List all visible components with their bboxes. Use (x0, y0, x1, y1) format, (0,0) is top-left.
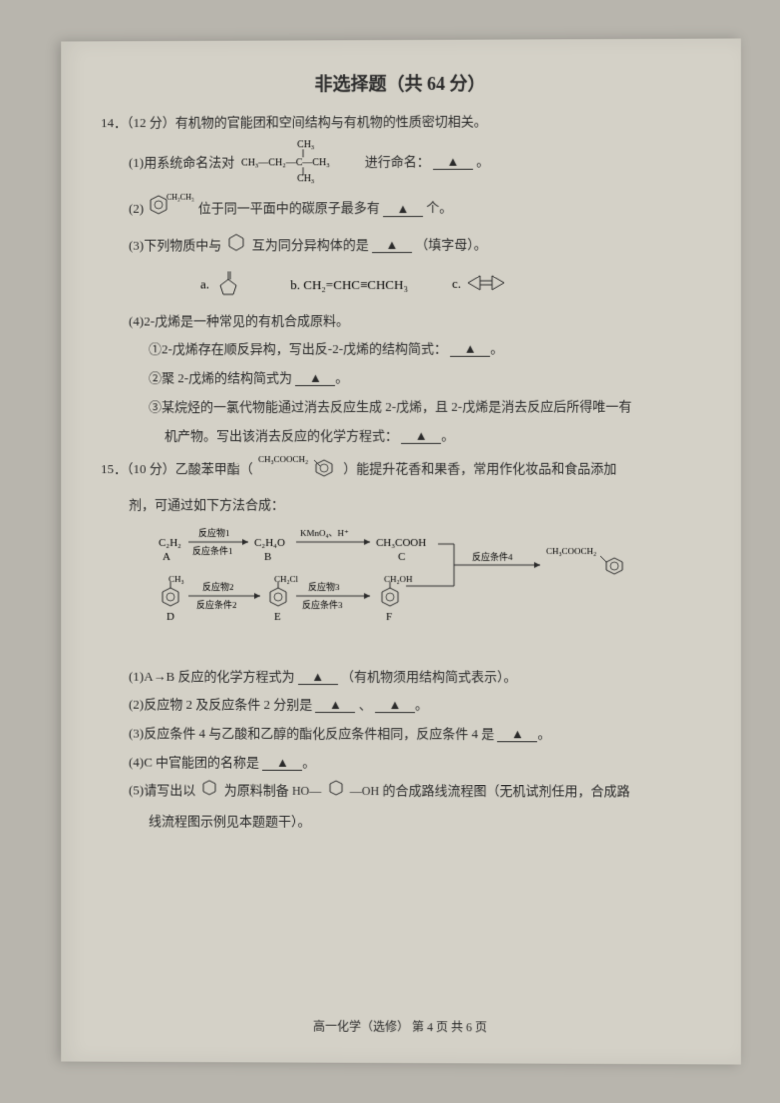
blank: ▲ (383, 201, 423, 217)
q14-p1: (1)用系统命名法对 CH₃ CH₃—CH₂—C—CH₃ CH₃ 进行命名： ▲… (101, 138, 701, 189)
q14-head: 14．（12 分）有机物的官能团和空间结构与有机物的性质密切相关。 (101, 109, 701, 136)
q14-p3-pre: (3)下列物质中与 (129, 238, 222, 253)
q15-head-c: 剂，可通过如下方法合成： (101, 493, 701, 518)
svg-text:CH₃COOCH₂: CH₃COOCH₂ (258, 454, 308, 464)
oh-label: —OH (350, 785, 379, 799)
hexagon-icon (227, 232, 247, 261)
q15-p5: (5)请写出以 为原料制备 HO— —OH 的合成路线流程图（无机试剂任用，合成… (101, 779, 701, 807)
svg-text:CH₂OH: CH₂OH (384, 574, 413, 584)
svg-text:反应物1: 反应物1 (198, 527, 229, 538)
q14-p1-struct: CH₃ CH₃—CH₂—C—CH₃ CH₃ (240, 139, 360, 188)
svg-text:反应物3: 反应物3 (308, 581, 340, 592)
blank: ▲ (375, 697, 415, 713)
benzyl-acetate-struct: CH₃COOCH₂ (258, 452, 338, 489)
label-B: B (264, 551, 271, 563)
q14-p3: (3)下列物质中与 互为同分异构体的是 ▲ （填字母）。 (101, 231, 701, 261)
opt-a: a. (200, 269, 246, 301)
struct-bot: CH₃ (298, 173, 315, 184)
opt-c-struct (466, 272, 516, 296)
q14-p4: (4)2-戊烯是一种常见的有机合成原料。 (101, 308, 701, 334)
blank: ▲ (295, 370, 335, 386)
q14-p4-3b: 机产物。写出该消去反应的化学方程式： ▲。 (101, 423, 701, 448)
svg-text:C₂H₂: C₂H₂ (159, 537, 182, 549)
svg-text:反应物2: 反应物2 (202, 580, 233, 591)
blank: ▲ (401, 427, 441, 443)
ring-E: CH₂Cl E (270, 574, 299, 623)
q14-p1-post: 进行命名： (365, 154, 430, 169)
blank: ▲ (372, 237, 412, 253)
ring-F: CH₂OH F (382, 574, 413, 623)
q14-p4-2: ②聚 2-戊烯的结构简式为 ▲。 (101, 366, 701, 392)
q14-p2-unit: 个。 (426, 201, 452, 216)
q15-p4: (4)C 中官能团的名称是 ▲。 (101, 750, 701, 776)
struct-main: CH₃—CH₂—C—CH₃ (242, 157, 330, 168)
svg-text:KMnO₄、H⁺: KMnO₄、H⁺ (300, 528, 349, 538)
q15-p3: (3)反应条件 4 与乙酸和乙醇的酯化反应条件相同，反应条件 4 是 ▲。 (101, 721, 701, 747)
blank: ▲ (450, 341, 490, 357)
svg-text:CH₃COOCH₂: CH₃COOCH₂ (546, 546, 596, 556)
period: 。 (476, 154, 489, 169)
q14-p3-hint: （填字母）。 (415, 237, 487, 252)
opt-a-struct (215, 269, 245, 301)
q15-p2: (2)反应物 2 及反应条件 2 分别是 ▲ 、 ▲。 (101, 693, 701, 718)
opt-c: c. (452, 272, 518, 296)
q14-p3-post: 互为同分异构体的是 (252, 237, 369, 252)
ring-D: CH₃ D (163, 574, 185, 623)
hexagon-icon (327, 779, 345, 806)
struct-top: CH₃ (298, 139, 315, 150)
q14-p2-post: 位于同一平面中的碳原子最多有 (198, 201, 380, 217)
label-A: A (163, 551, 171, 563)
svg-text:反应条件2: 反应条件2 (196, 598, 236, 609)
svg-text:F: F (386, 611, 392, 623)
q14-options: a. b. CH₂=CHC≡CHCH₃ c. (101, 268, 701, 301)
blank: ▲ (315, 697, 355, 713)
page-footer: 高一化学（选修） 第 4 页 共 6 页 (61, 1017, 741, 1037)
ho-label: HO— (292, 784, 321, 798)
reaction-scheme: C₂H₂ A 反应物1 反应条件1 C₂H₄O B KMnO₄、H⁺ CH₃CO… (149, 523, 701, 658)
q14-p2-pre: (2) (129, 201, 144, 216)
q14-p1-pre: (1)用系统命名法对 (129, 155, 235, 170)
label-C: C (398, 551, 405, 563)
q15-head: 15．（10 分）乙酸苯甲酯（ CH₃COOCH₂ ）能提升花香和果香，常用作化… (101, 452, 701, 489)
blank: ▲ (263, 754, 303, 770)
q14-p2: (2) CH₂CH₃ 位于同一平面中的碳原子最多有 ▲ 个。 (101, 190, 701, 228)
q14-p4-3a: ③某烷烃的一氯代物能通过消去反应生成 2-戊烯，且 2-戊烯是消去反应后所得唯一… (101, 394, 701, 419)
blank: ▲ (497, 726, 537, 742)
blank: ▲ (433, 154, 473, 170)
opt-b: b. CH₂=CHC≡CHCH₃ (290, 277, 408, 293)
hexagon-icon (201, 779, 219, 806)
q15-p5-line2: 线流程图示例见本题题干）。 (101, 809, 701, 835)
svg-text:反应条件3: 反应条件3 (302, 599, 343, 610)
svg-text:反应条件4: 反应条件4 (472, 551, 513, 562)
svg-text:反应条件1: 反应条件1 (192, 545, 232, 556)
svg-text:CH₃COOH: CH₃COOH (376, 537, 426, 549)
ethyl-label: CH₂CH₃ (167, 193, 195, 202)
svg-text:D: D (167, 610, 175, 622)
q14-p4-1: ①2-戊烯存在顺反异构，写出反-2-戊烯的结构简式： ▲。 (101, 337, 701, 363)
svg-text:C₂H₄O: C₂H₄O (254, 537, 285, 549)
benzene-ethyl: CH₂CH₃ (149, 192, 193, 229)
section-title: 非选择题（共 64 分） (101, 69, 701, 97)
blank: ▲ (298, 668, 338, 684)
q15-p1: (1)A→B 反应的化学方程式为 ▲ （有机物须用结构简式表示）。 (101, 664, 701, 689)
exam-page: 非选择题（共 64 分） 14．（12 分）有机物的官能团和空间结构与有机物的性… (61, 38, 741, 1064)
svg-text:E: E (274, 610, 281, 622)
